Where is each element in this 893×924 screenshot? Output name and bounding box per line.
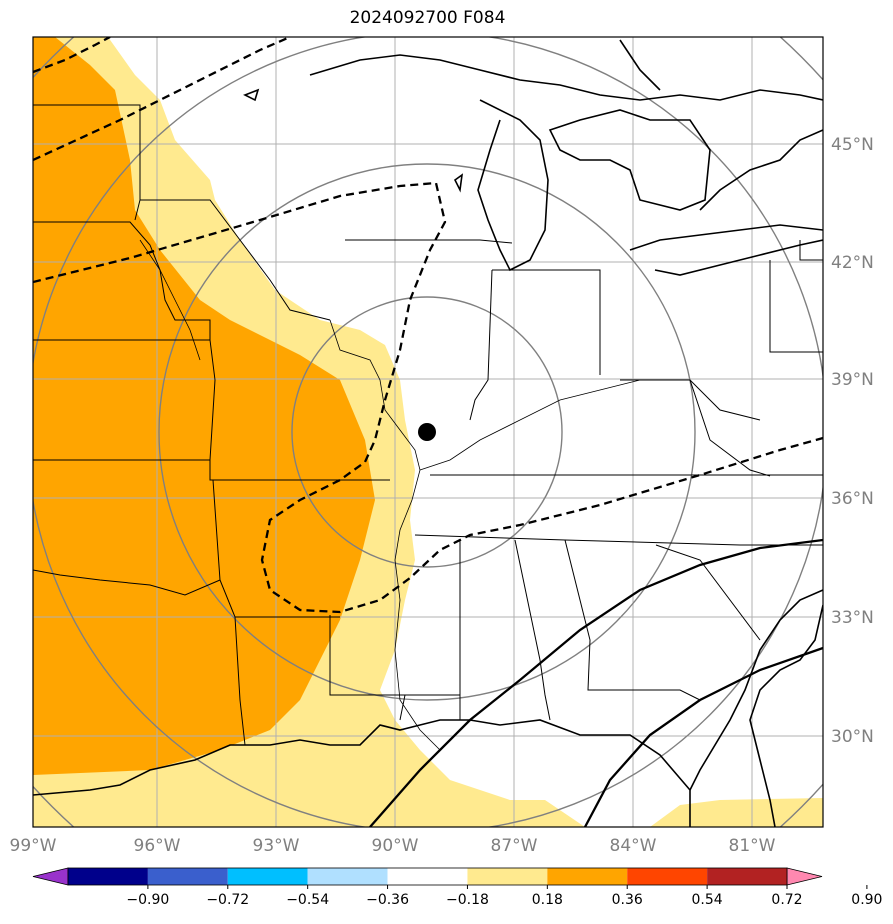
lat-label: 39°N — [831, 370, 874, 390]
colorbar-swatch — [627, 868, 708, 885]
map-frame — [32, 36, 824, 828]
lat-label: 30°N — [831, 727, 874, 747]
lat-label: 45°N — [831, 135, 874, 155]
colorbar-swatch — [68, 868, 148, 885]
colorbar-tick-label: 0.18 — [532, 892, 563, 908]
location-marker[interactable] — [418, 423, 436, 441]
lat-label: 33°N — [831, 608, 874, 628]
colorbar-extend-low — [32, 867, 69, 886]
colorbar-tick-label: −0.54 — [286, 892, 329, 908]
dashed-contours — [33, 37, 823, 614]
colorbar-swatch — [467, 868, 548, 885]
coastlines — [33, 39, 823, 827]
colorbar-frame — [67, 867, 788, 886]
rivers — [139, 239, 680, 751]
colorbar-extend-high — [786, 867, 823, 886]
longitude-labels: 99°W 96°W 93°W 90°W 87°W 84°W 81°W — [10, 836, 776, 856]
latitude-labels: 30°N 33°N 36°N 39°N 42°N 45°N — [831, 135, 874, 747]
colorbar-tick-label: 0.54 — [692, 892, 723, 908]
lon-label: 87°W — [491, 836, 538, 856]
colorbar-swatch — [707, 868, 787, 885]
colorbar-swatch — [387, 868, 468, 885]
state-borders — [33, 104, 823, 746]
field-light-yellow-east — [650, 798, 823, 827]
colorbar: −0.90 −0.72 −0.54 −0.36 −0.18 0.18 0.36 0.54 0.7… — [32, 867, 882, 908]
colorbar-tick-label: −0.36 — [366, 892, 409, 908]
colorbar-tick-label: 0.36 — [612, 892, 643, 908]
solid-contours — [369, 538, 823, 827]
lon-label: 96°W — [134, 836, 181, 856]
lon-label: 93°W — [253, 836, 300, 856]
lat-label: 42°N — [831, 253, 874, 273]
colorbar-tick-label: −0.72 — [206, 892, 249, 908]
colorbar-swatch — [227, 868, 308, 885]
colorbar-swatch — [307, 868, 388, 885]
colorbar-swatch — [147, 868, 228, 885]
colorbar-tick-label: 0.72 — [771, 892, 802, 908]
map-title: 2024092700 F084 — [349, 8, 506, 28]
lon-label: 99°W — [10, 836, 57, 856]
colorbar-swatch — [547, 868, 628, 885]
colorbar-tick-label: −0.90 — [126, 892, 169, 908]
lon-label: 90°W — [372, 836, 419, 856]
lon-label: 84°W — [610, 836, 657, 856]
colorbar-tick-label: 0.90 — [851, 892, 882, 908]
lon-label: 81°W — [729, 836, 776, 856]
colorbar-tick-label: −0.18 — [446, 892, 489, 908]
lat-label: 36°N — [831, 489, 874, 509]
